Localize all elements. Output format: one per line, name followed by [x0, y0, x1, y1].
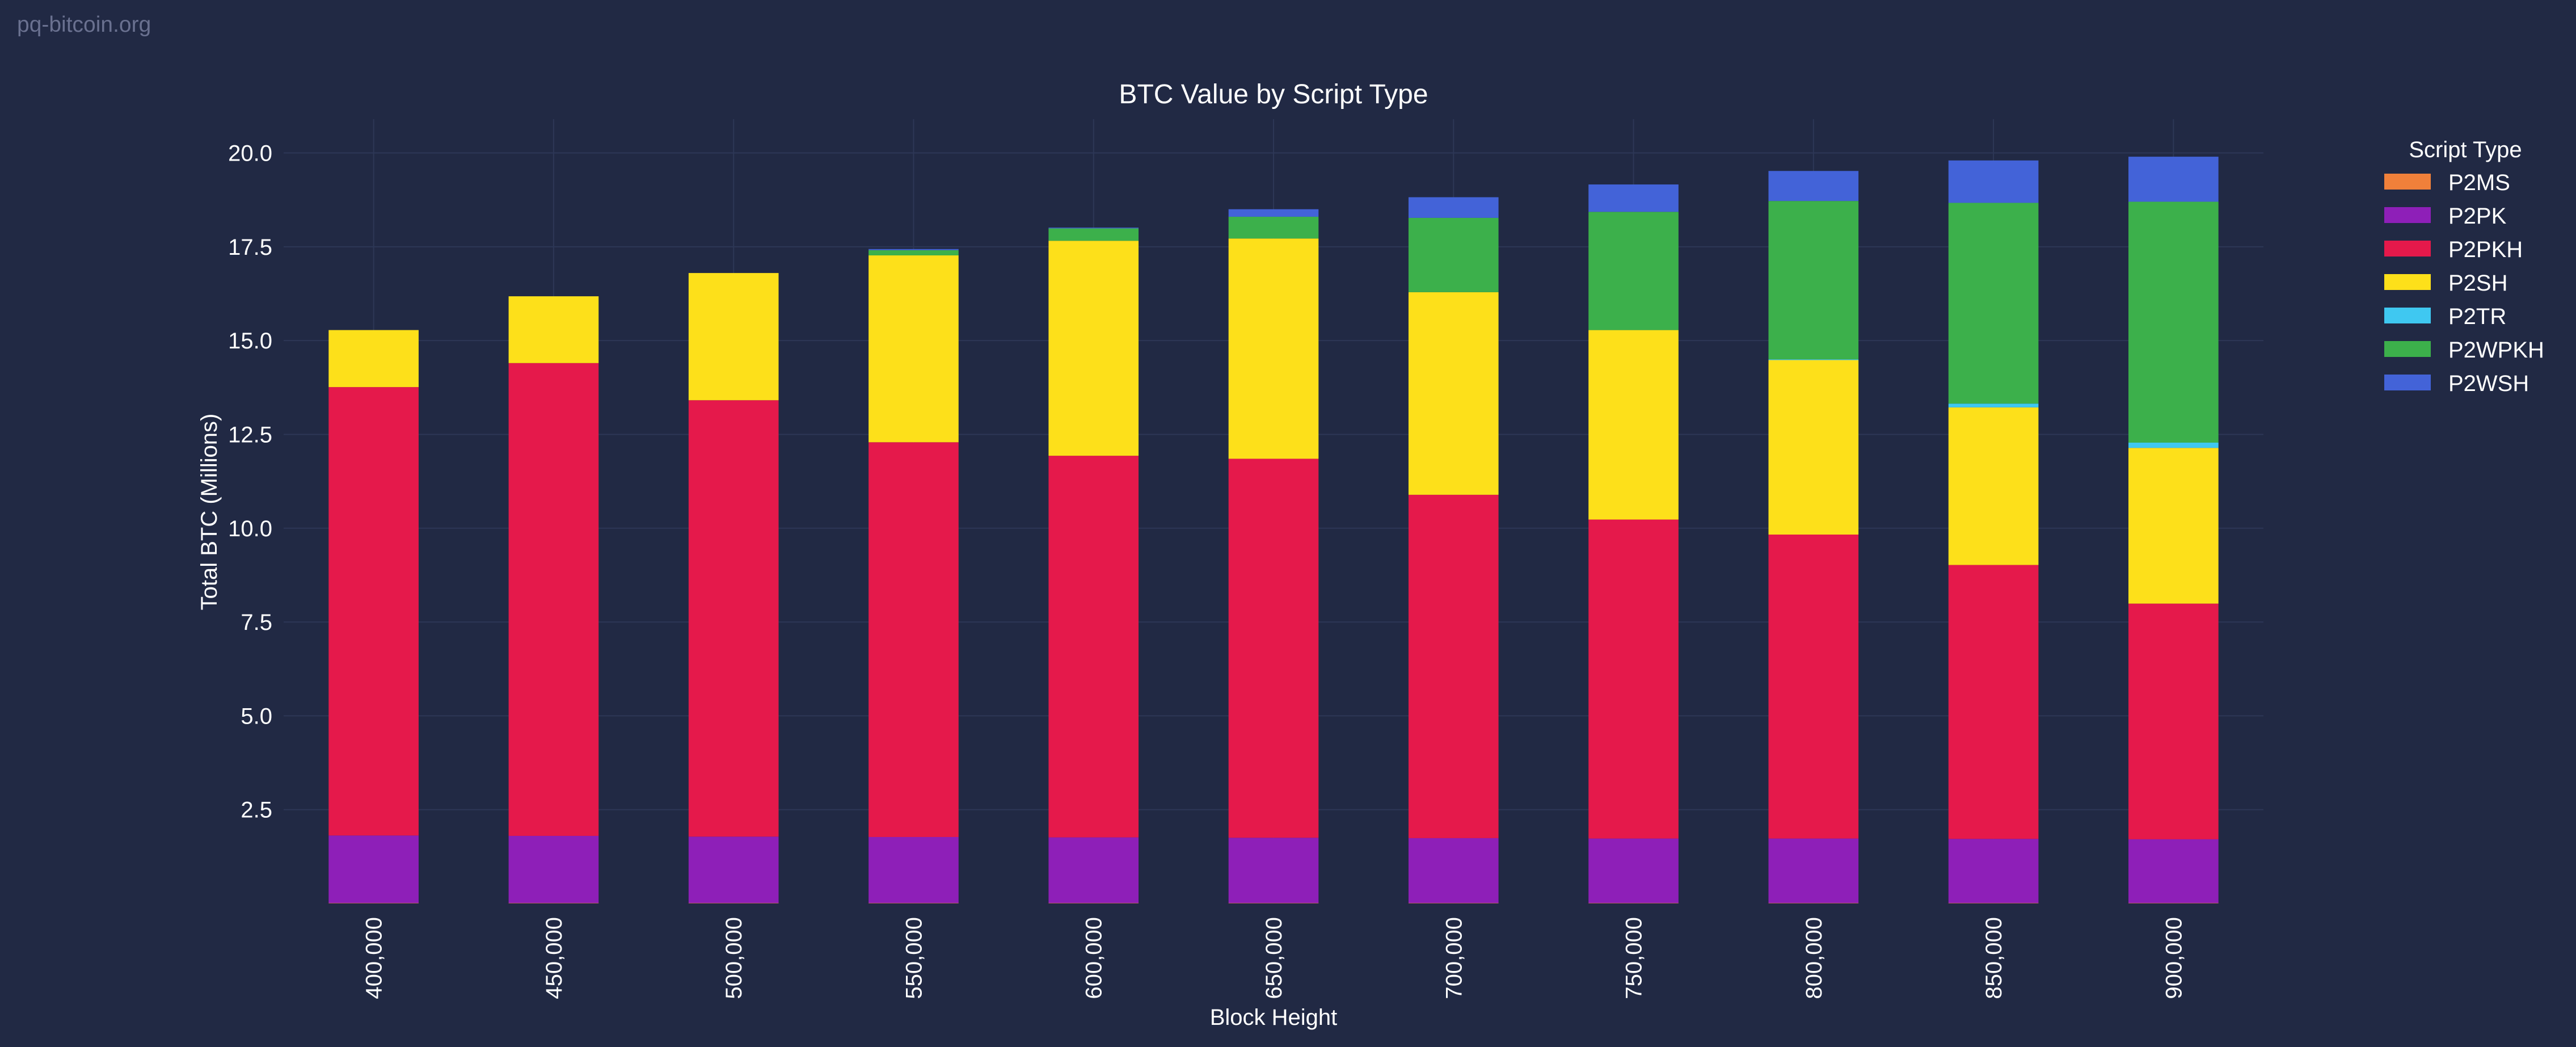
bar-segment-p2sh — [868, 255, 959, 443]
y-axis-label: Total BTC (Millions) — [197, 414, 222, 611]
bar-segment-p2pk — [1768, 838, 1859, 903]
bar-segment-p2sh — [1408, 292, 1499, 495]
x-tick-label: 500,000 — [722, 917, 747, 999]
x-tick-labels: 400,000 450,000 500,000 550,000 600,000 650,0… — [362, 917, 2187, 999]
legend-swatch-p2tr — [2384, 308, 2431, 323]
bar-segment-p2pkh — [1228, 459, 1319, 838]
x-tick-label: 750,000 — [1622, 917, 1647, 999]
legend-label-p2pkh: P2PKH — [2448, 237, 2523, 262]
bar-segment-p2wsh — [1948, 160, 2039, 203]
legend-swatch-p2ms — [2384, 174, 2431, 190]
y-tick-label: 17.5 — [228, 235, 272, 260]
x-tick-label: 850,000 — [1981, 917, 2006, 999]
bar-segment-p2sh — [1768, 360, 1859, 535]
bar-segment-p2pkh — [508, 363, 599, 836]
legend-label-p2pk: P2PK — [2448, 204, 2507, 229]
bar-segment-p2pk — [868, 836, 959, 903]
bar-segment-p2sh — [1588, 330, 1679, 520]
bar-segment-p2pk — [328, 835, 419, 903]
y-tick-label: 2.5 — [241, 798, 272, 823]
x-tick-label: 450,000 — [542, 917, 567, 999]
y-tick-label: 7.5 — [241, 610, 272, 635]
legend-swatch-p2wsh — [2384, 375, 2431, 390]
bar-segment-p2sh — [328, 330, 419, 388]
x-tick-label: 400,000 — [362, 917, 387, 999]
y-tick-labels: 2.5 5.0 7.5 10.0 12.5 15.0 17.5 20.0 — [228, 141, 272, 823]
legend-swatch-p2sh — [2384, 274, 2431, 290]
bar-segment-p2tr — [2128, 442, 2219, 448]
bar-segment-p2sh — [508, 296, 599, 363]
bar-segment-p2wpkh — [1588, 212, 1679, 330]
bar-segment-p2pkh — [328, 387, 419, 836]
bar-segment-p2sh — [1228, 238, 1319, 459]
legend-swatch-p2pk — [2384, 207, 2431, 223]
bar-segment-p2wsh — [1228, 209, 1319, 217]
bar-segment-p2wpkh — [1768, 201, 1859, 360]
legend-items: P2MS P2PK P2PKH P2SH P2TR P2WPKH P2WSH — [2384, 170, 2544, 396]
x-tick-label: 800,000 — [1802, 917, 1827, 999]
bar-segment-p2sh — [2128, 448, 2219, 604]
legend-label-p2sh: P2SH — [2448, 271, 2508, 296]
bar-segment-p2wpkh — [1048, 228, 1139, 241]
legend-label-p2wsh: P2WSH — [2448, 371, 2529, 396]
bar-segment-p2sh — [688, 273, 779, 401]
bar-segment-p2tr — [1948, 403, 2039, 407]
bar-segment-p2pkh — [1408, 494, 1499, 838]
bar-segment-p2pk — [2128, 839, 2219, 903]
x-tick-label: 700,000 — [1441, 917, 1466, 999]
bar-segment-p2wsh — [1588, 184, 1679, 212]
bar-segment-p2wpkh — [1228, 216, 1319, 239]
legend: Script Type P2MSP2PKP2PKHP2SHP2TRP2WPKHP… — [2384, 137, 2544, 396]
legend-label-p2wpkh: P2WPKH — [2448, 338, 2544, 363]
x-tick-label: 550,000 — [901, 917, 926, 999]
bar-segment-p2pkh — [1948, 565, 2039, 839]
bar-segment-p2wsh — [1768, 171, 1859, 201]
legend-swatch-p2wpkh — [2384, 341, 2431, 357]
y-tick-label: 12.5 — [228, 422, 272, 447]
bars — [328, 157, 2219, 903]
bar-segment-p2pk — [1228, 838, 1319, 903]
bar-segment-p2wsh — [2128, 157, 2219, 202]
bar-segment-p2wpkh — [2128, 201, 2219, 443]
bar-segment-p2pkh — [2128, 603, 2219, 839]
x-tick-label: 650,000 — [1262, 917, 1287, 999]
bar-segment-p2wsh — [1408, 197, 1499, 218]
bar-segment-p2sh — [1048, 241, 1139, 456]
bar-segment-p2pk — [1408, 838, 1499, 903]
bar-segment-p2pkh — [868, 442, 959, 837]
legend-swatch-p2pkh — [2384, 241, 2431, 257]
y-tick-label: 10.0 — [228, 516, 272, 541]
bar-segment-p2pkh — [1588, 519, 1679, 839]
legend-title: Script Type — [2409, 137, 2522, 162]
y-tick-label: 5.0 — [241, 704, 272, 729]
legend-label-p2ms: P2MS — [2448, 170, 2510, 195]
bar-segment-p2wpkh — [868, 250, 959, 256]
bar-segment-p2pk — [1588, 838, 1679, 903]
bar-segment-p2wpkh — [1948, 203, 2039, 404]
bar-segment-p2wsh — [868, 249, 959, 250]
x-tick-label: 900,000 — [2161, 917, 2186, 999]
bar-segment-p2pkh — [1768, 534, 1859, 839]
x-axis-label: Block Height — [1210, 1005, 1338, 1030]
bar-segment-p2wpkh — [1408, 217, 1499, 292]
bar-segment-p2tr — [1768, 359, 1859, 360]
bar-segment-p2sh — [1948, 407, 2039, 565]
chart-title: BTC Value by Script Type — [1119, 79, 1428, 110]
watermark: pq-bitcoin.org — [17, 12, 151, 37]
bar-segment-p2pkh — [1048, 456, 1139, 838]
y-tick-label: 15.0 — [228, 329, 272, 354]
bar-segment-p2pk — [508, 835, 599, 903]
y-tick-label: 20.0 — [228, 141, 272, 166]
bar-segment-p2pk — [1048, 837, 1139, 903]
bar-segment-p2pkh — [688, 400, 779, 837]
legend-label-p2tr: P2TR — [2448, 304, 2506, 329]
bar-segment-p2pk — [688, 836, 779, 903]
x-tick-label: 600,000 — [1082, 917, 1107, 999]
bar-segment-p2pk — [1948, 839, 2039, 903]
